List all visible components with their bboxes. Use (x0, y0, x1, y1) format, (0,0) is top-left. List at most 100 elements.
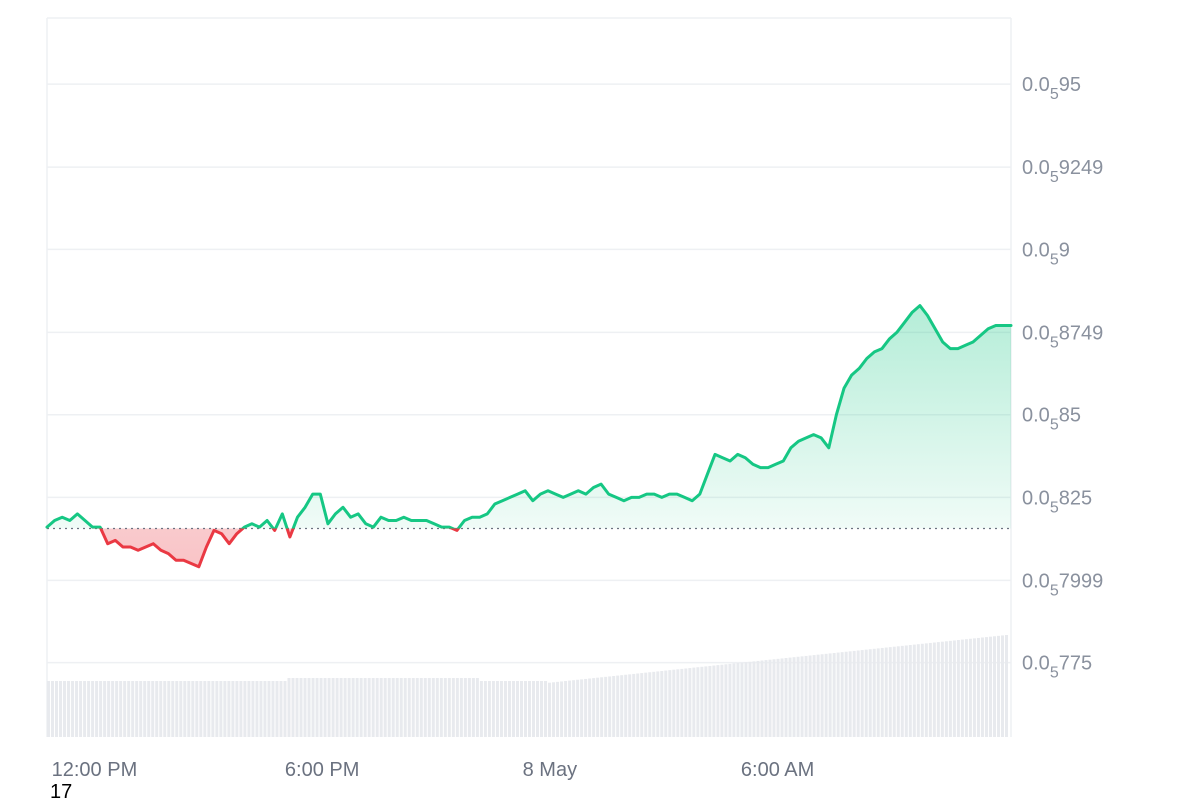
area-fill-up (47, 305, 1011, 529)
volume-bar (103, 681, 107, 737)
volume-bar (55, 681, 59, 737)
volume-bar (932, 642, 936, 737)
volume-bar (788, 657, 792, 737)
volume-bar (552, 682, 556, 737)
volume-bar (199, 681, 203, 737)
volume-bar (231, 681, 235, 737)
volume-bar (267, 681, 271, 737)
y-tick-label: 0.059 (1022, 239, 1070, 268)
volume-bar (323, 678, 327, 737)
volume-bar (471, 678, 475, 737)
volume-bar (808, 655, 812, 737)
volume-bar (99, 681, 103, 737)
volume-bar (836, 652, 840, 737)
volume-bar (435, 678, 439, 737)
volume-bar (443, 678, 447, 737)
volume-bar (976, 637, 980, 737)
volume-bar (223, 681, 227, 737)
volume-bar (299, 678, 303, 737)
volume-bar (844, 651, 848, 737)
volume-bar (331, 678, 335, 737)
volume-bar (431, 678, 435, 737)
volume-bar (632, 673, 636, 737)
volume-bar (411, 678, 415, 737)
volume-bar (315, 678, 319, 737)
volume-bar (107, 681, 111, 737)
volume-bar (387, 678, 391, 737)
y-axis-ticks: 0.05775 0.057999 0.05825 0.0585 0.058749 0.05… (1022, 74, 1103, 682)
y-tick-label: 0.058749 (1022, 322, 1103, 351)
volume-bar (379, 678, 383, 737)
volume-bar (135, 681, 139, 737)
volume-bar (684, 668, 688, 737)
price-line-up (45, 304, 1013, 529)
volume-bar (620, 675, 624, 737)
volume-bar (463, 678, 467, 737)
volume-bar (419, 678, 423, 737)
volume-bar (768, 659, 772, 737)
volume-bar (544, 681, 548, 737)
volume-bar (672, 669, 676, 737)
volume-bar (644, 672, 648, 737)
volume-bar (143, 681, 147, 737)
volume-bar (175, 681, 179, 737)
volume-bar (311, 678, 315, 737)
volume-bar (139, 681, 143, 737)
volume-bar (339, 678, 343, 737)
volume-bar (355, 678, 359, 737)
volume-bar (119, 681, 123, 737)
volume-bar (319, 678, 323, 737)
volume-bar (568, 680, 572, 737)
volume-bar (279, 681, 283, 737)
volume-bar (896, 646, 900, 737)
volume-bar (63, 681, 67, 737)
area-layer (47, 305, 1011, 567)
volume-bar (584, 678, 588, 737)
volume-bar (528, 681, 532, 737)
volume-bar (359, 678, 363, 737)
volume-bar (784, 658, 788, 737)
volume-bar (912, 644, 916, 737)
volume-bar (335, 678, 339, 737)
volume-bar (327, 678, 331, 737)
volume-bar (880, 647, 884, 737)
volume-bar (868, 649, 872, 737)
volume-bar (708, 665, 712, 737)
volume-bar (664, 670, 668, 737)
y-tick-label: 0.057999 (1022, 570, 1103, 599)
volume-bar (87, 681, 91, 737)
volume-bar (536, 681, 540, 737)
volume-bar (828, 653, 832, 737)
y-tick-label: 0.0585 (1022, 405, 1081, 434)
volume-bar (455, 678, 459, 737)
volume-bar (760, 660, 764, 737)
volume-bar (351, 678, 355, 737)
volume-bar (451, 678, 455, 737)
volume-bar (916, 644, 920, 737)
volume-bar (195, 681, 199, 737)
y-tick-label: 0.05775 (1022, 653, 1092, 682)
volume-bar (1005, 635, 1008, 737)
volume-bar (407, 678, 411, 737)
volume-bar (716, 665, 720, 737)
volume-bar (892, 646, 896, 737)
volume-bar (820, 654, 824, 737)
volume-bar (67, 681, 71, 737)
volume-bar (776, 658, 780, 737)
volume-bar (640, 673, 644, 737)
volume-bar (948, 640, 952, 737)
volume-bar (660, 670, 664, 737)
volume-bar (824, 653, 828, 737)
volume-bar (275, 681, 279, 737)
volume-bar (764, 660, 768, 737)
volume-bar (588, 678, 592, 737)
volume-bar (992, 636, 996, 737)
volume-bar (131, 681, 135, 737)
volume-bar (848, 651, 852, 737)
volume-bar (592, 678, 596, 737)
volume-bar (155, 681, 159, 737)
volume-bar (259, 681, 263, 737)
volume-bar (347, 678, 351, 737)
volume-bar (804, 655, 808, 737)
